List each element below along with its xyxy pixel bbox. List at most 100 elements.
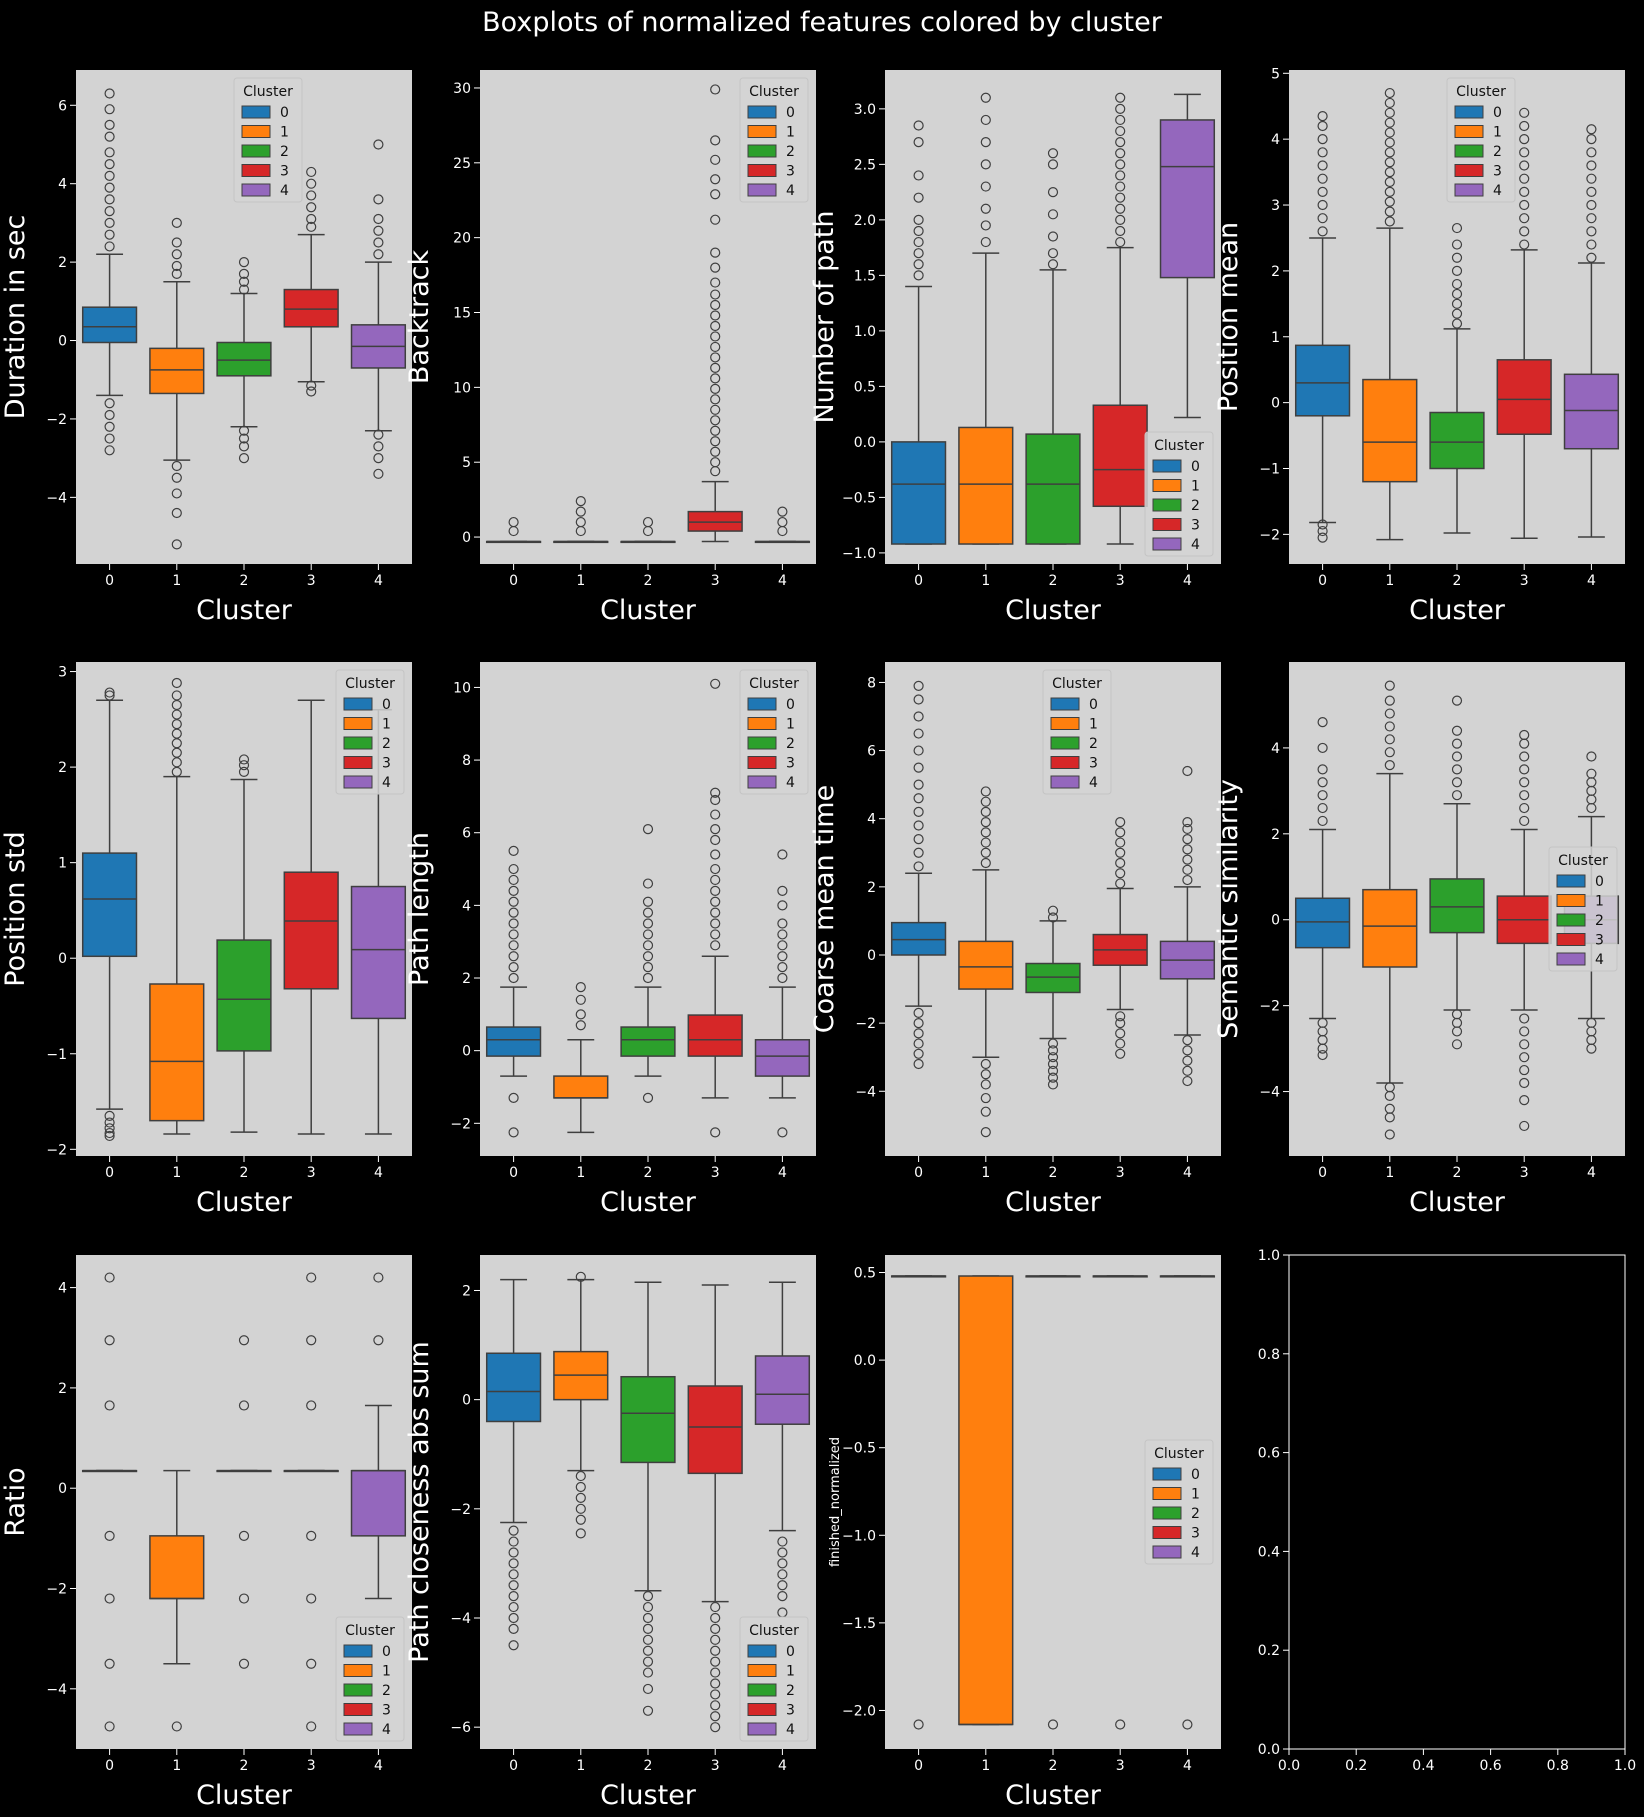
x-tick-label: 3: [1116, 1165, 1125, 1181]
iqr-box: [958, 940, 1014, 990]
outlier-point: [373, 441, 384, 452]
legend-title: Cluster: [345, 676, 395, 692]
outlier-point: [575, 994, 586, 1005]
outlier-point: [1451, 751, 1463, 762]
box-cluster-0: [81, 1272, 138, 1732]
legend-swatch-1: [1152, 479, 1182, 492]
x-axis-label: Cluster: [1005, 1187, 1102, 1218]
outlier-point: [980, 114, 991, 126]
outlier-point: [777, 1536, 788, 1547]
legend-label-0: 0: [382, 697, 391, 713]
outlier-point: [980, 203, 991, 214]
outlier-point: [642, 929, 654, 940]
outlier-point: [1182, 1045, 1193, 1056]
outlier-point: [238, 268, 250, 279]
legend-swatch-2: [747, 1683, 777, 1697]
outlier-point: [710, 809, 721, 820]
box-cluster-4: [754, 1281, 811, 1618]
y-tick-label: 0.5: [854, 1266, 876, 1282]
legend-swatch-0: [747, 1644, 777, 1658]
outlier-point: [1182, 1719, 1193, 1730]
legend-label-2: 2: [1493, 144, 1502, 160]
y-tick-label: −2: [46, 1142, 67, 1158]
box-cluster-4: [754, 849, 811, 1138]
outlier-point: [1115, 214, 1126, 225]
outlier-point: [1317, 777, 1328, 788]
outlier-point: [306, 380, 317, 391]
outlier-point: [642, 878, 654, 889]
subplot-2: 0 1 2 3 4051015202530ClusterBacktrackCluster…: [404, 70, 816, 626]
outlier-point: [238, 1658, 250, 1669]
outlier-point: [1586, 134, 1597, 145]
outlier-point: [1317, 742, 1328, 754]
outlier-point: [1317, 120, 1328, 132]
outlier-point: [710, 834, 721, 846]
outlier-point: [104, 147, 115, 158]
outlier-point: [777, 849, 788, 860]
x-tick-label: 4: [778, 1165, 787, 1181]
outlier-point: [1115, 1018, 1126, 1029]
legend-swatch-1: [747, 125, 777, 138]
outlier-point: [575, 1481, 586, 1493]
outlier-point: [1115, 827, 1126, 838]
x-tick-label: 0.4: [1412, 1758, 1434, 1774]
y-tick-label: −6: [450, 1720, 471, 1736]
outlier-point: [1115, 1048, 1126, 1059]
outlier-point: [710, 457, 721, 468]
outlier-point: [777, 1558, 788, 1569]
y-tick-label: 0.4: [1258, 1544, 1280, 1560]
outlier-point: [1384, 107, 1395, 118]
y-tick-label: 20: [453, 231, 471, 247]
iqr-box: [958, 426, 1014, 545]
x-tick-label: 1: [981, 573, 990, 589]
legend-label-3: 3: [1191, 518, 1200, 534]
box-cluster-3: [1092, 1275, 1148, 1730]
outlier-point: [1451, 1026, 1463, 1037]
outlier-point: [306, 1593, 317, 1604]
legend-label-1: 1: [1493, 125, 1502, 141]
x-tick-label: 2: [240, 1758, 249, 1774]
legend-swatch-3: [1556, 933, 1586, 946]
outlier-point: [980, 92, 991, 103]
outlier-point: [1519, 1077, 1530, 1089]
y-tick-label: 1: [58, 856, 67, 872]
legend-label-4: 4: [1191, 1545, 1200, 1561]
outlier-point: [642, 1634, 654, 1645]
legend: Cluster 0 1 2 3 4: [1446, 77, 1516, 203]
iqr-box: [553, 1075, 609, 1099]
outlier-point: [1317, 764, 1328, 775]
outlier-point: [1182, 1075, 1193, 1087]
box-cluster-3: [687, 1284, 743, 1733]
outlier-point: [980, 1058, 991, 1070]
legend-label-4: 4: [786, 1722, 795, 1738]
outlier-point: [575, 516, 586, 528]
outlier-point: [508, 1623, 519, 1635]
legend-swatch-3: [747, 756, 777, 769]
outlier-point: [171, 268, 182, 279]
legend-swatch-0: [1556, 874, 1586, 888]
legend-label-4: 4: [1089, 775, 1098, 791]
outlier-point: [913, 861, 924, 872]
outlier-point: [508, 962, 519, 973]
outlier-point: [913, 694, 924, 705]
outlier-point: [710, 310, 721, 321]
outlier-point: [913, 1028, 924, 1039]
y-tick-label: 0: [462, 1044, 471, 1060]
outlier-point: [1586, 124, 1597, 135]
outlier-point: [238, 754, 250, 765]
y-tick-label: 8: [462, 753, 471, 769]
x-tick-label: 3: [1116, 573, 1125, 589]
outlier-point: [1182, 844, 1193, 855]
outlier-point: [1115, 225, 1126, 237]
box-cluster-4: [350, 709, 407, 1135]
outlier-point: [508, 1525, 519, 1536]
legend: Cluster 0 1 2 3 4: [739, 1616, 809, 1742]
outlier-point: [306, 1335, 317, 1346]
outlier-point: [710, 1678, 721, 1689]
y-tick-label: 2: [462, 971, 471, 987]
iqr-box: [350, 885, 407, 1020]
y-tick-label: 2: [462, 1283, 471, 1299]
iqr-box: [283, 288, 339, 328]
x-tick-label: 2: [1049, 1165, 1058, 1181]
box-cluster-3: [1092, 92, 1148, 545]
